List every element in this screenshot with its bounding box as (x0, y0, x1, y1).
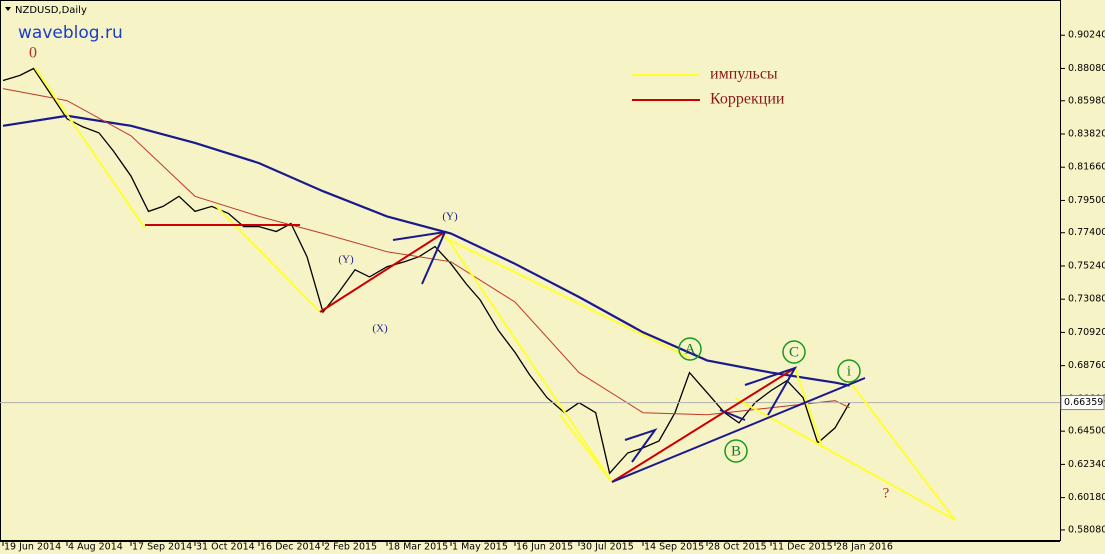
wave-drawings (34, 67, 956, 521)
impulse-line (34, 67, 146, 229)
wave-circle (837, 359, 861, 383)
wave-circle (782, 340, 806, 364)
menu-icon (5, 7, 11, 11)
impulse-line (444, 234, 613, 483)
x-tick-label: 11 Dec 2015 (772, 542, 833, 553)
trend-line (744, 366, 798, 416)
chart-title: NZDUSD,Daily (15, 5, 87, 16)
moving-average (2, 114, 850, 387)
x-tick-label: 30 Jul 2015 (580, 542, 634, 553)
price-line (2, 67, 851, 475)
trend-line (611, 377, 866, 483)
y-tick-label: 0.90240 (1068, 30, 1105, 41)
wave-label: C (789, 344, 799, 360)
y-tick-label: 0.68760 (1068, 360, 1105, 371)
x-tick-label: 28 Oct 2015 (708, 542, 767, 553)
correction-line (319, 231, 446, 313)
trend-line (624, 428, 658, 463)
price-axis-bg (1061, 0, 1105, 554)
x-tick-label: 16 Jun 2015 (516, 542, 573, 553)
x-tick-label: 14 Sep 2015 (644, 542, 704, 553)
current-price-label: 0.66359 (1064, 397, 1103, 408)
y-tick-label: 0.64500 (1068, 426, 1105, 437)
wave-label: (Y) (442, 211, 458, 223)
y-tick-label: 0.88080 (1068, 63, 1105, 74)
x-tick-label: 28 Jan 2016 (836, 542, 893, 553)
impulse-line (734, 381, 956, 521)
impulse-line (794, 367, 823, 448)
wave-label: (Y) (338, 254, 354, 266)
trend-line (392, 230, 447, 285)
correction-line (611, 367, 796, 483)
y-tick-label: 0.70920 (1068, 327, 1105, 338)
moving-average (2, 88, 850, 416)
x-tick-label: 31 Oct 2014 (196, 542, 255, 553)
wave-labels: 0 (Y) (Y) (X) A B C i ? (29, 45, 890, 502)
legend: импульсы Коррекции (632, 66, 785, 108)
wave-label: B (731, 443, 741, 459)
wave-label: (X) (372, 323, 388, 335)
legend-label: импульсы (710, 66, 778, 83)
time-axis-bg (0, 542, 1061, 554)
y-tick-label: 0.79500 (1068, 195, 1105, 206)
wave-label: ? (883, 485, 890, 501)
y-tick-label: 0.60180 (1068, 492, 1105, 503)
impulse-line (214, 204, 321, 313)
trend-line (719, 409, 746, 421)
legend-label: Коррекции (710, 91, 785, 108)
y-tick-label: 0.85980 (1068, 95, 1105, 106)
x-tick-label: 18 Mar 2015 (388, 542, 448, 553)
current-price-box (1060, 395, 1105, 411)
y-tick-label: 0.62340 (1068, 459, 1105, 470)
y-tick-label: 0.75240 (1068, 260, 1105, 271)
wave-circle (678, 337, 702, 361)
x-tick-label: 16 Dec 2014 (260, 542, 321, 553)
wave-label: i (847, 363, 851, 379)
x-tick-label: 4 Aug 2014 (68, 542, 123, 553)
impulse-line (559, 414, 613, 483)
wave-label: A (685, 341, 696, 357)
impulse-line (444, 237, 691, 359)
x-tick-label: 17 Sep 2014 (132, 542, 192, 553)
wave-circle (724, 439, 748, 463)
x-tick-label: 2 Feb 2015 (324, 542, 377, 553)
wave-label: 0 (29, 45, 37, 62)
y-tick-label: 0.58080 (1068, 524, 1105, 535)
y-tick-label: 0.83820 (1068, 128, 1105, 139)
x-tick-label: 19 Jun 2014 (4, 542, 61, 553)
watermark: waveblog.ru (18, 23, 123, 43)
y-tick-label: 0.77400 (1068, 227, 1105, 238)
y-tick-label: 0.73080 (1068, 294, 1105, 305)
y-tick-label: 0.81660 (1068, 162, 1105, 173)
series-layer (0, 67, 1060, 475)
x-tick-label: 1 May 2015 (452, 542, 508, 553)
